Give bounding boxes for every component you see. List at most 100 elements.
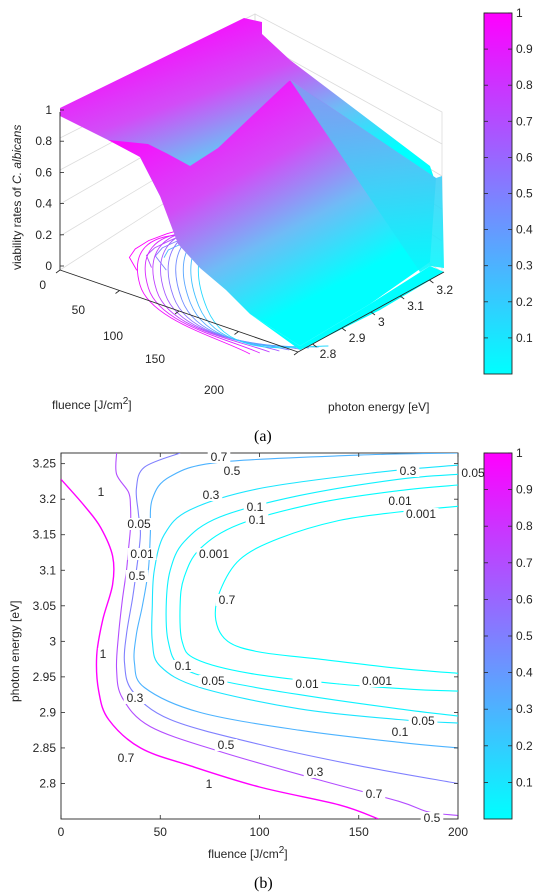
surface-z-axis-label: viability rates of C. albicans	[10, 125, 24, 270]
contour-label-bg	[396, 465, 420, 477]
contour-label: 0.05	[411, 714, 435, 728]
contour-line-0-001	[214, 505, 458, 674]
surface-y-axis-label: photon energy [eV]	[328, 400, 429, 414]
colorbar-b-ticks: 0.1 0.2 0.3 0.4 0.5 0.6 0.7 0.8 0.9 1	[484, 446, 533, 789]
contour-line-0-5	[123, 453, 458, 785]
contour-label: 0.3	[203, 488, 220, 502]
contour-label-bg	[220, 465, 244, 477]
y-tick	[399, 295, 405, 300]
y-tick-label: 2.9	[349, 331, 366, 345]
contour-y-axis-label: photon energy [eV]	[8, 601, 22, 702]
z-tick-label: 0.6	[35, 165, 52, 179]
x-tick-label: 100	[103, 329, 123, 343]
y-tick-label: 3.15	[33, 528, 57, 542]
contour-label: 0.7	[366, 787, 383, 801]
colorbar-tick-label: 0.2	[516, 739, 533, 753]
contour-label: 0.001	[362, 674, 392, 688]
colorbar-tick-label: 0.1	[516, 331, 533, 345]
y-tick	[341, 327, 347, 332]
x-tick-label: 150	[145, 352, 165, 366]
y-tick-label: 3.1	[39, 563, 56, 577]
colorbar-a-ticks: 0.1 0.2 0.3 0.4 0.5 0.6 0.7 0.8 0.9 1	[484, 6, 533, 345]
x-tick	[55, 269, 61, 274]
contour-label-bg	[198, 675, 228, 687]
contour-label: 1	[206, 777, 213, 791]
caption-a: (a)	[254, 428, 272, 445]
surface-right-face	[290, 80, 444, 272]
contour-label-bg	[125, 570, 149, 582]
colorbar-tick-label: 0.5	[516, 187, 533, 201]
contour-label: 0.5	[224, 464, 241, 478]
z-tick-label: 0.2	[35, 228, 52, 242]
floor-contour-ring	[136, 234, 251, 355]
y-tick	[429, 279, 434, 284]
x-tick-label: 200	[448, 825, 468, 839]
contour-label-bg	[388, 726, 412, 738]
colorbar-tick-label: 0.3	[516, 259, 533, 273]
x-tick-label: 150	[349, 825, 369, 839]
contour-label: 1	[100, 647, 107, 661]
colorbar-tick-label: 0.9	[516, 42, 533, 56]
y-tick-label: 3.25	[33, 457, 57, 471]
z-tick-label: 0	[45, 259, 52, 273]
y-tick-label: 2.9	[39, 705, 56, 719]
contour-label: 0.05	[461, 466, 485, 480]
panel-a-surface-plot: 00.20.40.60.810501001502002.82.933.13.2 …	[10, 6, 533, 445]
y-tick-label: 3	[378, 315, 385, 329]
contour-label: 0.01	[388, 494, 412, 508]
contour-label-bg	[95, 486, 107, 498]
contour-line-0-05	[165, 473, 458, 717]
z-tick-label: 0.4	[35, 197, 52, 211]
x-tick-label: 0	[39, 278, 46, 292]
contour-label: 0.3	[307, 765, 324, 779]
surface-x-axis-label: fluence [J/cm2]	[52, 396, 132, 412]
contour-label: 0.1	[247, 500, 264, 514]
y-tick	[370, 311, 376, 316]
contour-ticks: 0 50 100 150 200 3.25 3.2 3.15 3.1 3.05 3 2.95 2.9 2.…	[33, 453, 468, 839]
contour-label: 0.5	[129, 569, 146, 583]
contour-label: 0.7	[118, 751, 135, 765]
contour-label-bg	[243, 501, 267, 513]
contour-label: 0.1	[175, 659, 192, 673]
contour-line-0-01	[179, 484, 458, 692]
contour-label-bg	[245, 514, 269, 526]
colorbar-tick-label: 0.8	[516, 78, 533, 92]
floor-contour-ring	[144, 232, 260, 354]
colorbar-tick-label: 0.4	[516, 666, 533, 680]
contour-label-bg	[207, 451, 231, 463]
contour-label-bg	[215, 594, 239, 606]
contour-label: 0.1	[392, 725, 409, 739]
x-tick-label: 50	[154, 825, 168, 839]
x-tick	[174, 310, 180, 315]
y-tick	[312, 343, 317, 348]
colorbar-tick-label: 0.4	[516, 223, 533, 237]
colorbar-tick-label: 0.9	[516, 483, 533, 497]
contour-label-bg	[292, 678, 322, 690]
y-tick-label: 2.8	[39, 776, 56, 790]
floor-contour-ring	[152, 230, 270, 353]
contour-label-bg	[408, 715, 438, 727]
contour-label-bg	[97, 648, 109, 660]
x-tick-label: 50	[72, 303, 86, 317]
colorbar-tick-label: 0.8	[516, 519, 533, 533]
colorbar-tick-label: 0.7	[516, 556, 533, 570]
colorbar-tick-label: 0.2	[516, 295, 533, 309]
y-tick-label: 3.05	[33, 599, 57, 613]
colorbar-a	[483, 12, 513, 375]
contour-label: 0.7	[219, 593, 236, 607]
colorbar-tick-label: 0.6	[516, 150, 533, 164]
surface-ticks: 0 0.2 0.4 0.6 0.8 1 0 50 100 150 200 2.8 2.9 3 3.1 3.2	[35, 103, 453, 397]
contour-label: 0.01	[295, 677, 319, 691]
contour-label: 0.001	[199, 547, 229, 561]
contour-label-bg	[303, 766, 327, 778]
colorbar-tick-label: 1	[516, 6, 523, 20]
contour-label: 0.5	[218, 738, 235, 752]
contour-label-bg	[214, 739, 238, 751]
contour-line-0-1	[151, 464, 458, 724]
contour-label-bg	[171, 660, 195, 672]
contour-line-0-7	[115, 453, 458, 816]
colorbar-tick-label: 0.3	[516, 702, 533, 716]
contour-x-axis-label: fluence [J/cm2]	[208, 845, 288, 861]
